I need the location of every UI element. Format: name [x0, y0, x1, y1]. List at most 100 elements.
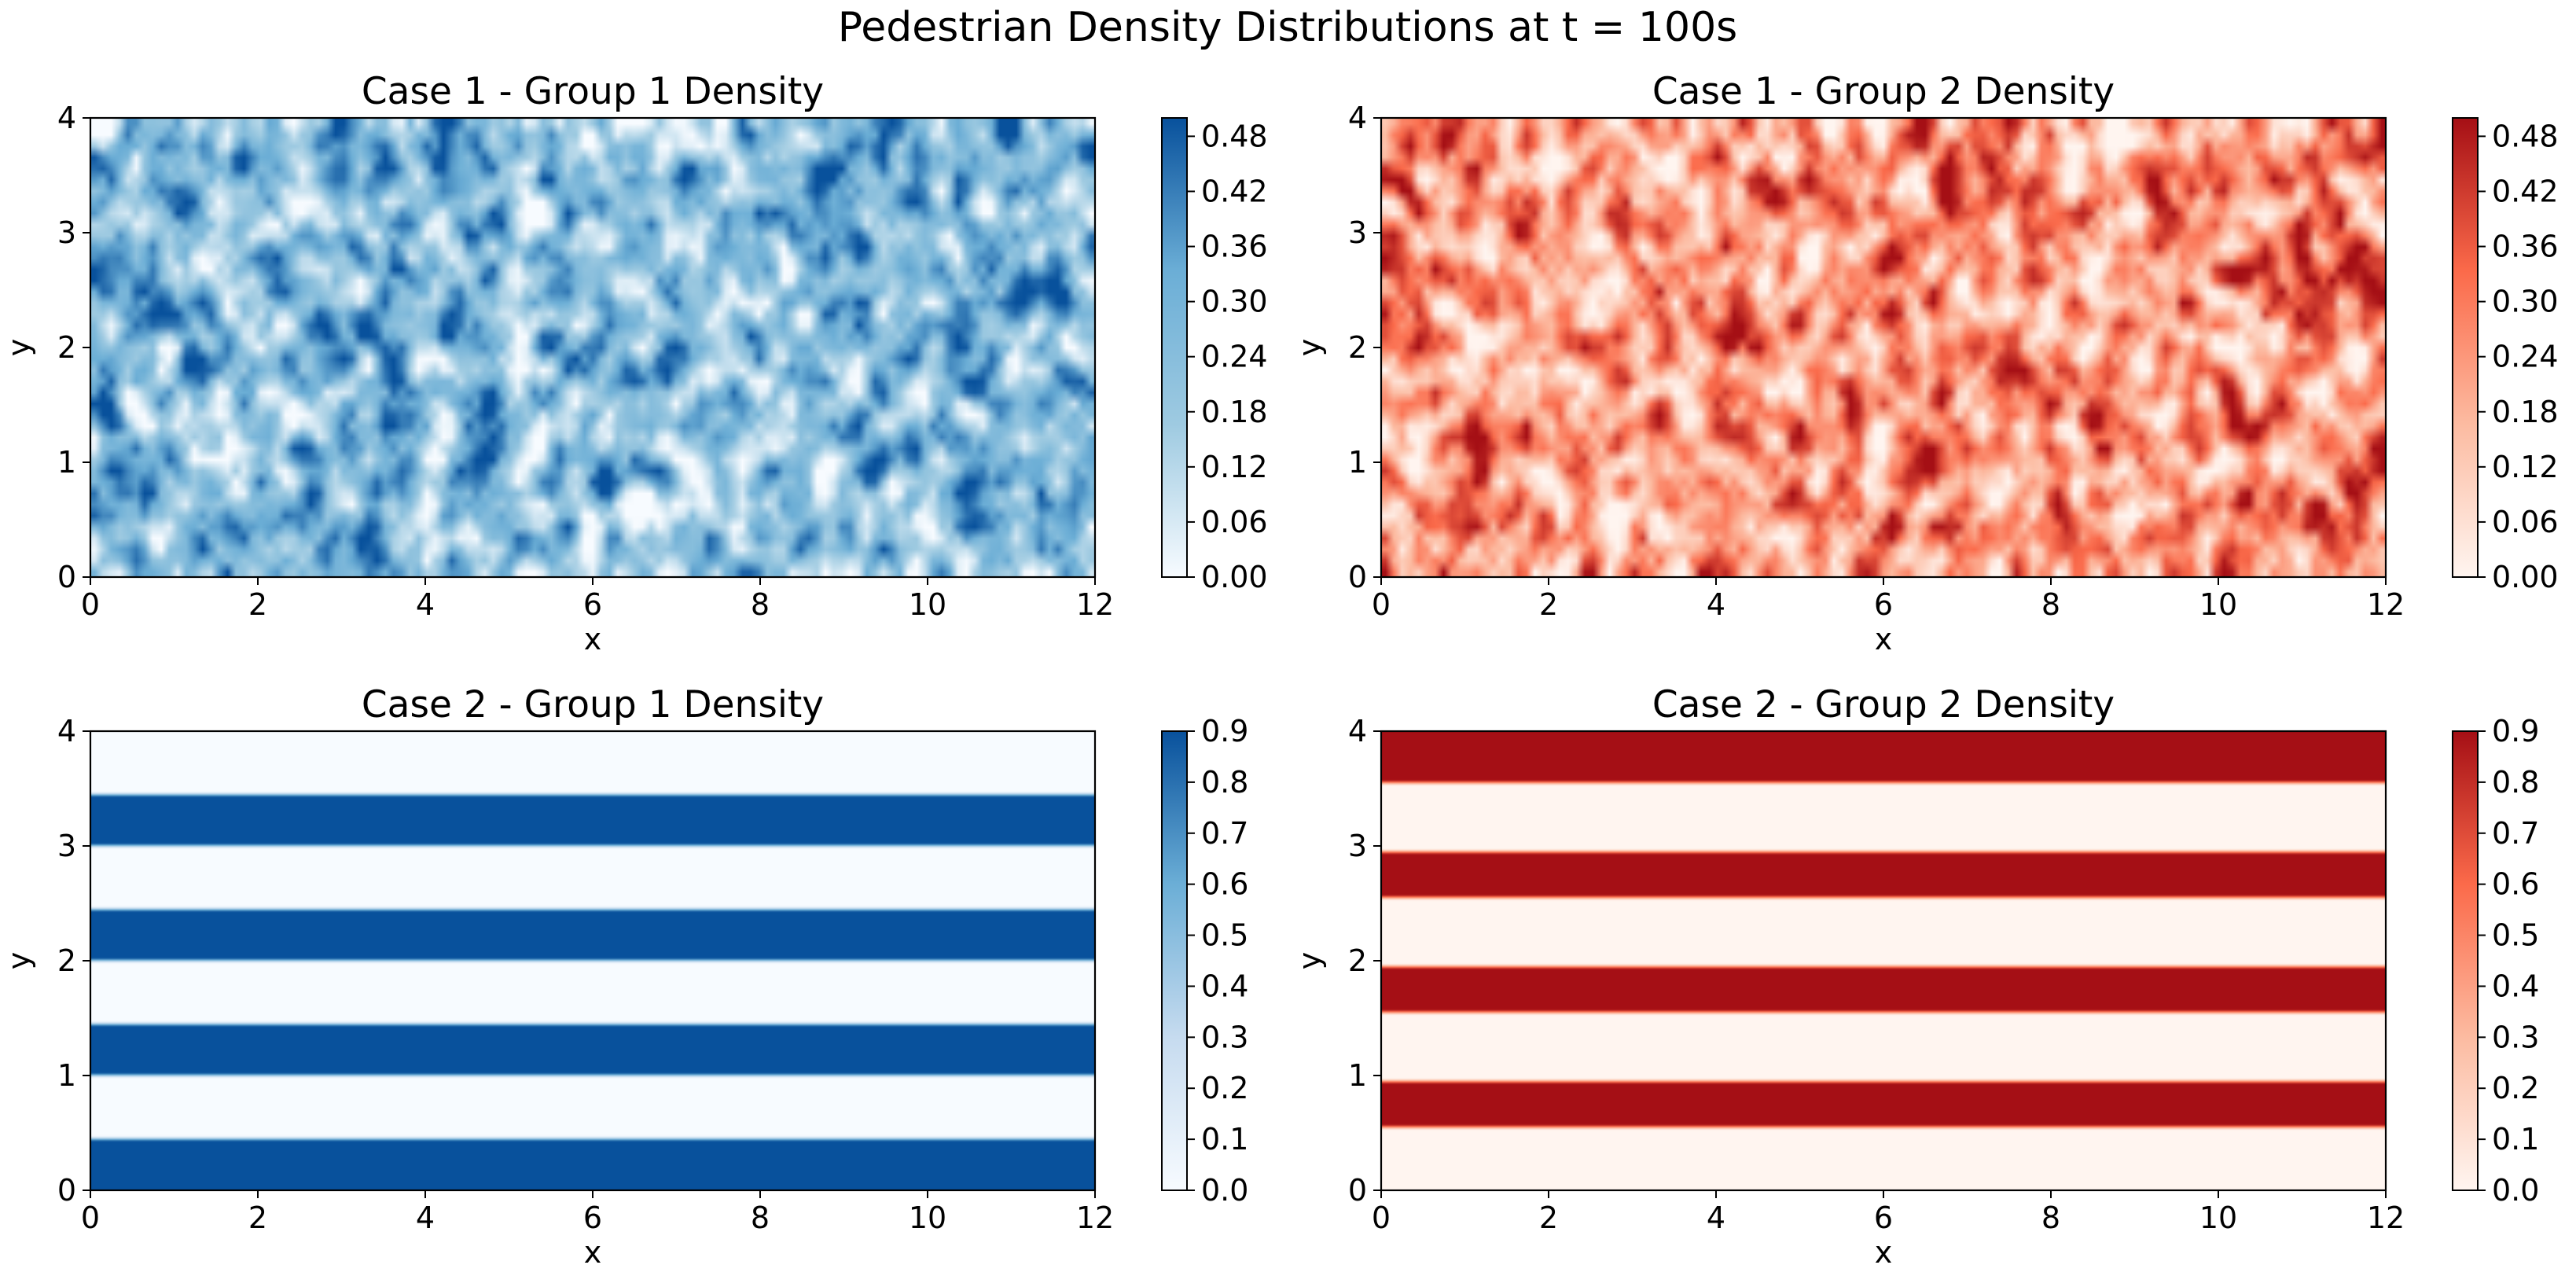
colorbar-tick-label: 0.12	[2492, 450, 2559, 484]
y-axis-label: y	[1292, 952, 1327, 970]
x-tick-label: 2	[248, 587, 267, 622]
x-tick-label: 10	[909, 587, 946, 622]
colorbar	[2452, 117, 2479, 578]
colorbar-tick-label: 0.06	[1201, 505, 1268, 539]
panel-title: Case 1 - Group 1 Density	[362, 70, 824, 113]
y-tick-label: 2	[57, 330, 76, 365]
y-axis-label: y	[2, 339, 36, 357]
y-tick-label: 0	[1348, 1173, 1367, 1208]
x-tick-label: 4	[416, 587, 435, 622]
y-tick-label: 3	[1348, 215, 1367, 250]
heatmap-image	[1381, 731, 2386, 1190]
colorbar-tick-label: 0.8	[1201, 765, 1248, 800]
y-tick-label: 1	[57, 1058, 76, 1093]
colorbar-tick-label: 0.30	[1201, 285, 1268, 319]
y-tick-label: 0	[1348, 560, 1367, 594]
y-tick-label: 4	[1348, 714, 1367, 748]
colorbar-tick-label: 0.0	[2492, 1173, 2539, 1208]
y-tick-label: 2	[57, 943, 76, 978]
y-axis-label: y	[1292, 339, 1327, 357]
colorbar-tick-label: 0.7	[1201, 816, 1248, 851]
x-axis-label: x	[584, 622, 602, 656]
y-tick-label: 4	[57, 101, 76, 135]
colorbar-tick-label: 0.36	[1201, 230, 1268, 264]
y-tick-label: 1	[57, 445, 76, 480]
colorbar-tick-label: 0.30	[2492, 285, 2559, 319]
colorbar-tick-label: 0.4	[1201, 969, 1248, 1003]
y-tick-label: 3	[1348, 829, 1367, 863]
x-tick-label: 2	[1539, 1201, 1558, 1235]
colorbar-tick-label: 0.6	[2492, 867, 2539, 902]
y-tick-label: 1	[1348, 445, 1367, 480]
y-tick-label: 4	[57, 714, 76, 748]
x-axis-label: x	[1875, 1235, 1893, 1270]
colorbar-tick-label: 0.9	[2492, 714, 2539, 748]
y-tick-label: 3	[57, 215, 76, 250]
colorbar-tick-label: 0.18	[1201, 395, 1268, 429]
colorbar	[1161, 117, 1188, 578]
colorbar-tick-label: 0.36	[2492, 230, 2559, 264]
colorbar-tick-label: 0.24	[2492, 340, 2559, 374]
colorbar-tick-label: 0.9	[1201, 714, 1248, 748]
x-tick-label: 6	[1874, 1201, 1893, 1235]
y-tick-label: 2	[1348, 330, 1367, 365]
colorbar-tick-label: 0.00	[2492, 560, 2559, 594]
x-tick-label: 6	[1874, 587, 1893, 622]
colorbar-tick-label: 0.2	[1201, 1071, 1248, 1105]
y-tick-label: 0	[57, 560, 76, 594]
x-tick-label: 10	[909, 1201, 946, 1235]
x-axis-label: x	[1875, 622, 1893, 656]
x-tick-label: 8	[751, 1201, 770, 1235]
colorbar-tick-label: 0.18	[2492, 395, 2559, 429]
heatmap-image	[1381, 118, 2386, 577]
y-tick-label: 4	[1348, 101, 1367, 135]
x-tick-label: 6	[583, 587, 602, 622]
colorbar-tick-label: 0.4	[2492, 969, 2539, 1003]
x-tick-label: 12	[1076, 1201, 1114, 1235]
colorbar-tick-label: 0.1	[2492, 1122, 2539, 1156]
panel-title: Case 2 - Group 2 Density	[1652, 683, 2115, 726]
colorbar	[2452, 730, 2479, 1191]
x-tick-label: 4	[1707, 587, 1725, 622]
colorbar-tick-label: 0.24	[1201, 340, 1268, 374]
heatmap-image	[90, 118, 1095, 577]
x-tick-label: 0	[81, 1201, 100, 1235]
x-tick-label: 8	[2041, 1201, 2060, 1235]
colorbar-tick-label: 0.0	[1201, 1173, 1248, 1208]
x-tick-label: 12	[2367, 1201, 2405, 1235]
colorbar-tick-label: 0.5	[2492, 918, 2539, 953]
x-tick-label: 2	[248, 1201, 267, 1235]
colorbar-tick-label: 0.6	[1201, 867, 1248, 902]
colorbar-tick-label: 0.42	[2492, 174, 2559, 208]
x-tick-label: 6	[583, 1201, 602, 1235]
colorbar-tick-label: 0.3	[2492, 1020, 2539, 1054]
panel-title: Case 2 - Group 1 Density	[362, 683, 824, 726]
x-tick-label: 12	[1076, 587, 1114, 622]
x-tick-label: 0	[1372, 1201, 1391, 1235]
y-tick-label: 1	[1348, 1058, 1367, 1093]
x-tick-label: 0	[1372, 587, 1391, 622]
colorbar-tick-label: 0.5	[1201, 918, 1248, 953]
colorbar-tick-label: 0.48	[2492, 119, 2559, 153]
colorbar-tick-label: 0.2	[2492, 1071, 2539, 1105]
y-tick-label: 2	[1348, 943, 1367, 978]
colorbar-tick-label: 0.12	[1201, 450, 1268, 484]
x-tick-label: 2	[1539, 587, 1558, 622]
x-tick-label: 8	[751, 587, 770, 622]
x-tick-label: 0	[81, 587, 100, 622]
x-tick-label: 10	[2199, 1201, 2237, 1235]
colorbar-tick-label: 0.3	[1201, 1020, 1248, 1054]
colorbar-tick-label: 0.48	[1201, 119, 1268, 153]
colorbar	[1161, 730, 1188, 1191]
figure-suptitle: Pedestrian Density Distributions at t = …	[838, 4, 1738, 51]
colorbar-tick-label: 0.7	[2492, 816, 2539, 851]
colorbar-tick-label: 0.8	[2492, 765, 2539, 800]
x-tick-label: 10	[2199, 587, 2237, 622]
heatmap-image	[90, 731, 1095, 1190]
